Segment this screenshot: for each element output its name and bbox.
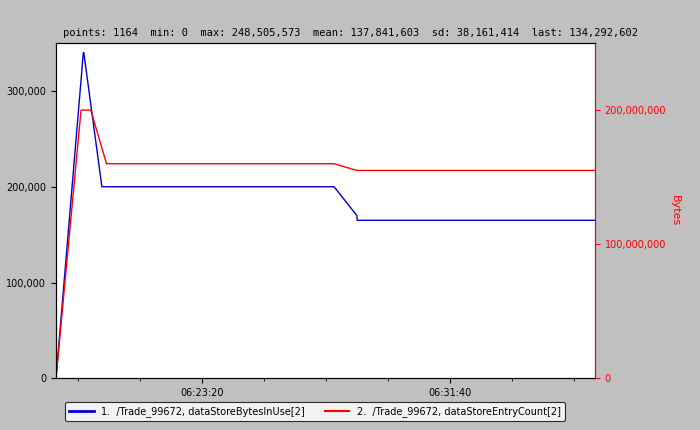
Text: points: 1164  min: 0  max: 248,505,573  mean: 137,841,603  sd: 38,161,414  last:: points: 1164 min: 0 max: 248,505,573 mea… [63, 28, 638, 38]
Legend: 1.  /Trade_99672, dataStoreBytesInUse[2], 2.  /Trade_99672, dataStoreEntryCount[: 1. /Trade_99672, dataStoreBytesInUse[2],… [65, 402, 565, 421]
Y-axis label: Left Axis: Left Axis [0, 187, 1, 234]
Y-axis label: Bytes: Bytes [670, 195, 680, 226]
